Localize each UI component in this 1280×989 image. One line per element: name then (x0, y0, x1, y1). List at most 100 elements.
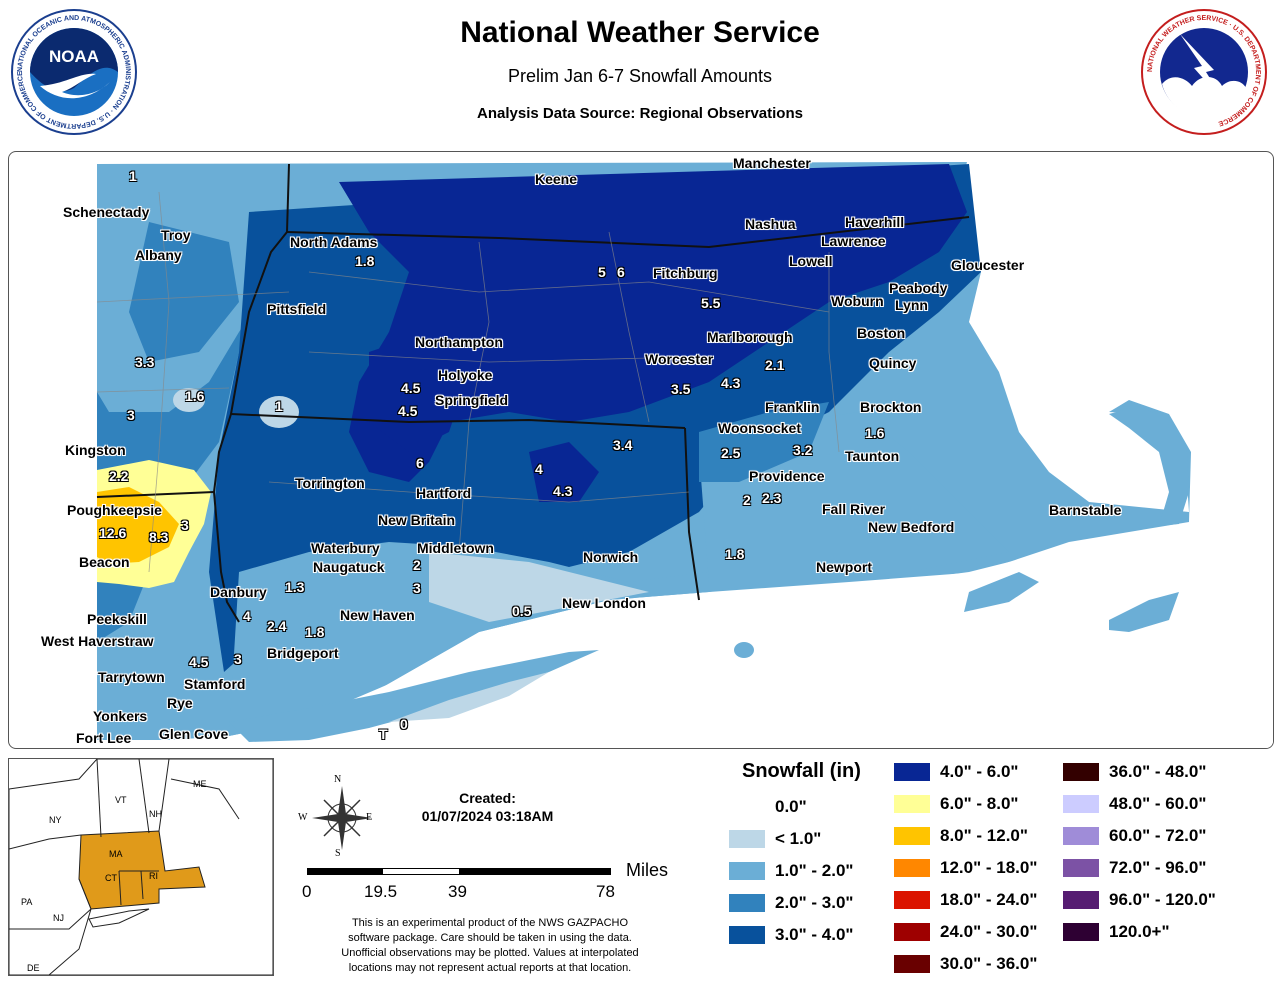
inset-label-ri: RI (149, 871, 158, 881)
city-label: Rye (167, 695, 193, 711)
city-label: Yonkers (93, 708, 148, 724)
city-label: Boston (857, 325, 906, 341)
snowfall-observation: 3 (181, 517, 189, 533)
snowfall-observation: 3.3 (135, 354, 155, 370)
inset-label-ma: MA (109, 849, 123, 859)
legend-item: 24.0" - 30.0" (894, 921, 1037, 943)
legend-label: 6.0" - 8.0" (940, 794, 1019, 813)
snowfall-observation: 2.5 (721, 445, 741, 461)
city-label: Troy (161, 227, 191, 243)
map-subtitle: Prelim Jan 6-7 Snowfall Amounts (507, 66, 773, 86)
legend-swatch (894, 891, 930, 909)
city-label: Waterbury (311, 540, 380, 556)
compass-w: W (298, 812, 308, 823)
legend-label: 120.0+" (1109, 922, 1170, 941)
city-label: New Haven (340, 607, 415, 623)
snowfall-observation: 3.5 (671, 381, 691, 397)
disclaimer-line: This is an experimental product of the N… (351, 917, 629, 929)
city-label: Schenectady (63, 204, 150, 220)
snowfall-observation: 1 (275, 398, 283, 414)
legend-item: 36.0" - 48.0" (1063, 761, 1206, 783)
snowfall-observation: 4 (243, 608, 251, 624)
snowfall-observation: 1.8 (305, 624, 325, 640)
legend-swatch (1063, 891, 1099, 909)
legend-item: 72.0" - 96.0" (1063, 857, 1206, 879)
snowfall-observation: 8.3 (149, 529, 169, 545)
city-label: Newport (816, 559, 872, 575)
snowfall-observation: 4.5 (401, 380, 421, 396)
city-label: Beacon (79, 554, 130, 570)
city-label: Taunton (845, 448, 900, 464)
legend-label: 30.0" - 36.0" (940, 954, 1038, 973)
snowfall-observation: 0 (400, 716, 408, 732)
legend-label: 24.0" - 30.0" (940, 922, 1038, 941)
legend-swatch (1063, 795, 1099, 813)
inset-label-nh: NH (149, 809, 162, 819)
snowfall-observation: 3.4 (613, 437, 633, 453)
snowfall-observation: 3.2 (793, 442, 813, 458)
snowfall-shading (96, 162, 1273, 748)
legend-label: 12.0" - 18.0" (940, 858, 1038, 877)
city-label: Torrington (295, 475, 365, 491)
snowfall-observation: 6 (416, 455, 424, 471)
city-label: Fitchburg (653, 265, 718, 281)
city-label: New Britain (378, 512, 456, 528)
city-label: Kingston (65, 442, 126, 458)
city-label: Providence (749, 468, 825, 484)
snowfall-observation: 4.5 (189, 654, 209, 670)
city-label: Worcester (645, 351, 714, 367)
legend-label: 8.0" - 12.0" (940, 826, 1028, 845)
scale-tick-2: 39 (448, 882, 467, 901)
legend-swatch (1063, 859, 1099, 877)
city-label: Quincy (869, 355, 917, 371)
snowfall-observation: 1.8 (355, 253, 375, 269)
city-label: Peabody (889, 280, 948, 296)
city-label: Keene (535, 171, 578, 187)
legend-item: 60.0" - 72.0" (1063, 825, 1206, 847)
city-label: Bridgeport (267, 645, 339, 661)
city-label: Naugatuck (313, 559, 385, 575)
legend-item: 0.0" (729, 796, 807, 818)
locator-map: NY VT NH ME MA CT RI PA NJ DE (8, 758, 274, 976)
inset-label-de: DE (27, 963, 40, 973)
disclaimer-line: Unofficial observations may be plotted. … (341, 947, 639, 959)
city-label: Brockton (860, 399, 922, 415)
legend-swatch (729, 926, 765, 944)
legend-label: 48.0" - 60.0" (1109, 794, 1207, 813)
legend-swatch (894, 923, 930, 941)
created-label: Created: (459, 790, 516, 806)
city-label: North Adams (290, 234, 378, 250)
scale-tick-0: 0 (302, 882, 312, 901)
legend-item: 2.0" - 3.0" (729, 892, 854, 914)
legend-label: 1.0" - 2.0" (775, 861, 854, 880)
legend-item: 48.0" - 60.0" (1063, 793, 1206, 815)
snowfall-map[interactable]: Schenectady Troy Albany North Adams Pittsfie… (8, 151, 1274, 749)
compass-n: N (334, 774, 342, 785)
snowfall-observation: 2 (743, 492, 751, 508)
city-label: Pittsfield (267, 301, 327, 317)
legend-label: 36.0" - 48.0" (1109, 762, 1207, 781)
page-title: National Weather Service (460, 16, 820, 49)
legend-label: < 1.0" (775, 829, 822, 848)
legend-swatch (894, 827, 930, 845)
city-label: Woburn (831, 293, 884, 309)
legend-item: 120.0+" (1063, 921, 1170, 943)
city-label: Middletown (417, 540, 494, 556)
city-label: Haverhill (845, 214, 905, 230)
legend-item: 4.0" - 6.0" (894, 761, 1019, 783)
city-label: Woonsocket (718, 420, 801, 436)
legend-item: 12.0" - 18.0" (894, 857, 1037, 879)
legend-item: 18.0" - 24.0" (894, 889, 1037, 911)
city-label: Fall River (822, 501, 886, 517)
inset-label-pa: PA (21, 897, 33, 907)
legend-item: 3.0" - 4.0" (729, 924, 854, 946)
snowfall-observation: 2.3 (762, 490, 782, 506)
snowfall-observation: 2.1 (765, 357, 785, 373)
scale-bar: Miles 0 19.5 39 78 (300, 860, 680, 910)
legend-label: 72.0" - 96.0" (1109, 858, 1207, 877)
city-label: Hartford (416, 485, 472, 501)
city-label: Albany (135, 247, 182, 263)
legend-label: 18.0" - 24.0" (940, 890, 1038, 909)
legend-label: 0.0" (775, 797, 807, 816)
legend-label: 4.0" - 6.0" (940, 762, 1019, 781)
